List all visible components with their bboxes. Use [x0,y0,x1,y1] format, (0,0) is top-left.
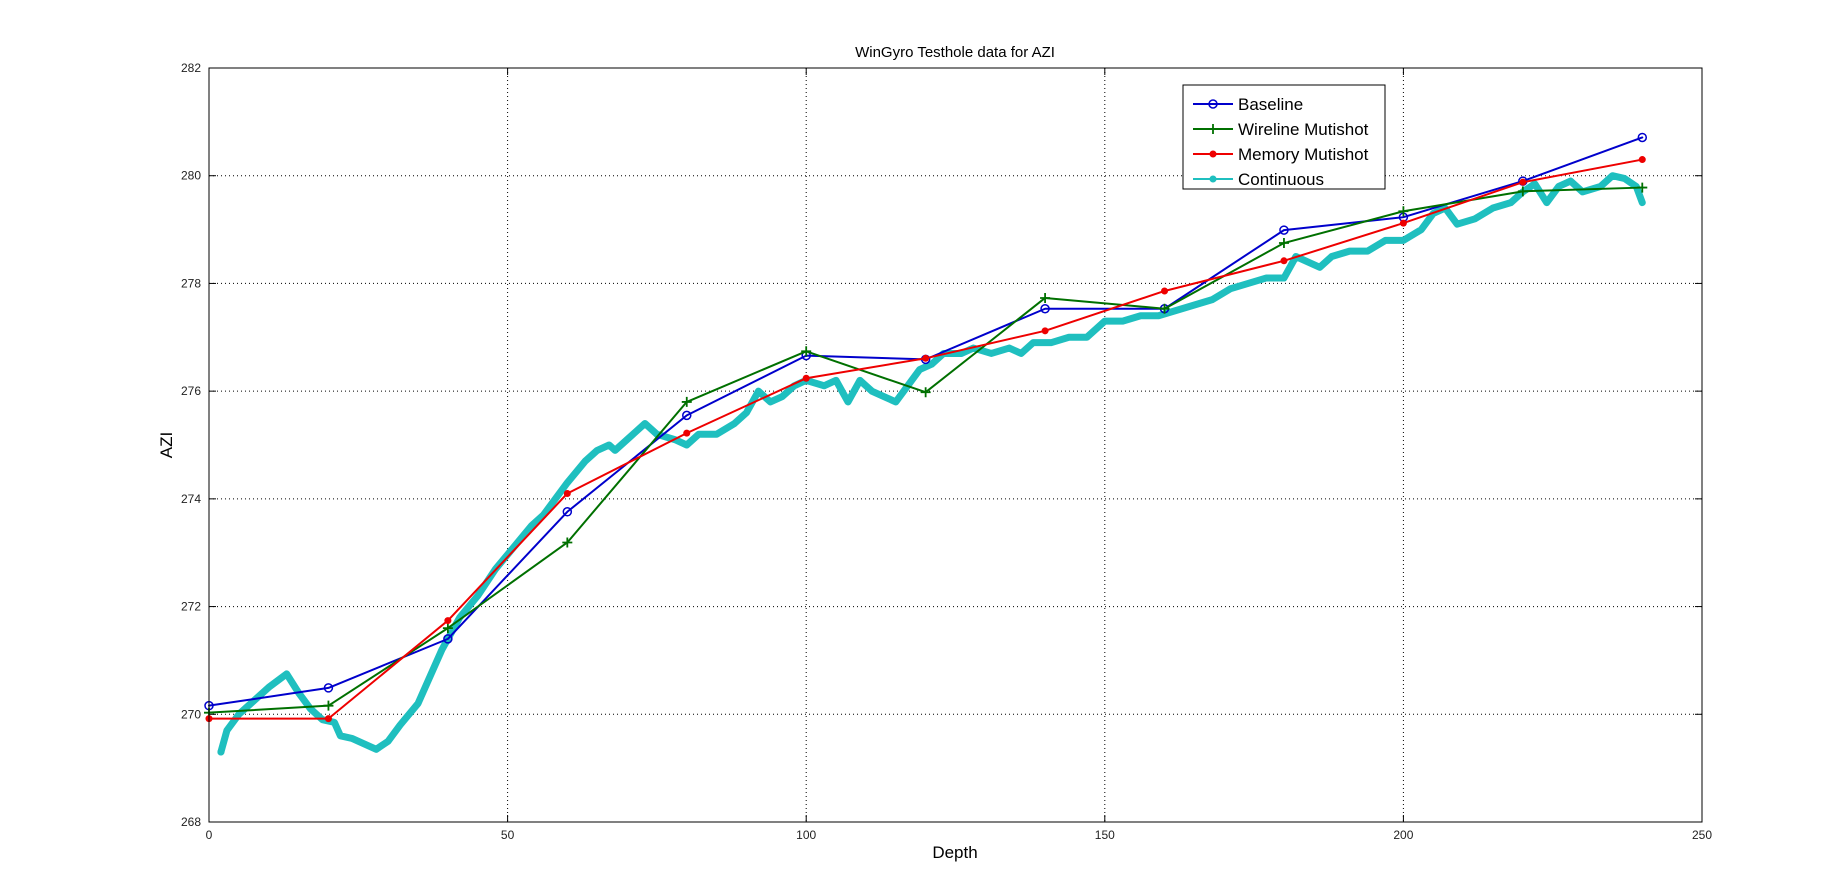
y-tick-label: 274 [181,492,201,506]
baseline-point [1637,132,1648,143]
x-tick-label: 150 [1095,828,1115,842]
memory-mutishot-point [324,715,332,723]
y-tick-label: 272 [181,600,201,614]
baseline-point [562,507,573,517]
wireline-mutishot-point [920,387,931,398]
memory-mutishot-line [208,158,1644,720]
y-tick-label: 282 [181,61,201,75]
wireline-mutishot-point [562,537,573,548]
legend-label-baseline: Baseline [1238,95,1303,114]
y-axis-label: AZI [157,432,176,458]
memory-mutishot-point [683,429,691,437]
y-tick-label: 270 [181,707,201,721]
baseline-point [323,683,334,693]
series-layer [204,132,1648,756]
memory-mutishot-point [1519,178,1527,186]
x-tick-label: 50 [501,828,515,842]
legend-label-continuous: Continuous [1238,170,1324,189]
legend-label-memory-mutishot: Memory Mutishot [1238,145,1369,164]
wireline-mutishot-point [442,623,453,634]
series-continuous [217,172,1646,756]
memory-mutishot-point [802,374,810,382]
wireline-mutishot-point [1159,303,1170,314]
chart-title: WinGyro Testhole data for AZI [855,44,1055,61]
memory-mutishot-point [1161,287,1169,295]
memory-mutishot-point [1399,219,1407,227]
x-tick-label: 0 [206,828,213,842]
x-tick-label: 200 [1393,828,1413,842]
wireline-mutishot-point [1278,238,1289,249]
baseline-point [682,410,692,421]
memory-mutishot-point [563,489,571,497]
axes-box [208,67,1703,823]
memory-mutishot-point [444,617,452,625]
wireline-mutishot-point [681,396,692,407]
memory-mutishot-point [1638,156,1646,164]
series-memory-mutishot [205,156,1646,723]
legend-marker-memory-mutishot [1209,150,1217,158]
legend: Baseline Wireline Mutishot Memory Mutishot… [1182,84,1386,190]
tick-labels: 0 50 100 150 200 250 268 270 272 274 276 278 280 282 [181,61,1712,842]
baseline-point [1040,303,1050,314]
x-axis-label: Depth [932,843,977,862]
memory-mutishot-point [922,354,930,362]
y-tick-label: 276 [181,384,201,398]
memory-mutishot-point [1280,257,1288,265]
wireline-mutishot-point [1517,186,1528,197]
gridlines [208,67,1703,823]
wireline-mutishot-point [1637,182,1648,193]
continuous-point [217,748,225,756]
wireline-mutishot-point [1398,206,1409,217]
wireline-mutishot-line [208,186,1644,714]
wireline-mutishot-point [323,700,334,711]
series-wireline-mutishot [204,182,1648,718]
baseline-point [443,634,453,644]
continuous-line [217,172,1646,756]
wireline-mutishot-point [801,346,812,357]
legend-label-wireline-mutishot: Wireline Mutishot [1238,120,1369,139]
legend-marker-baseline [1208,99,1218,109]
y-tick-label: 278 [181,276,201,290]
x-tick-label: 250 [1692,828,1712,842]
y-tick-label: 280 [181,169,201,183]
wireline-mutishot-point [1040,292,1051,303]
x-tick-label: 100 [796,828,816,842]
memory-mutishot-point [1041,327,1049,335]
y-tick-label: 268 [181,815,201,829]
legend-marker-continuous [1209,175,1217,183]
legend-marker-wireline-mutishot [1208,124,1218,134]
baseline-point [1279,225,1289,235]
